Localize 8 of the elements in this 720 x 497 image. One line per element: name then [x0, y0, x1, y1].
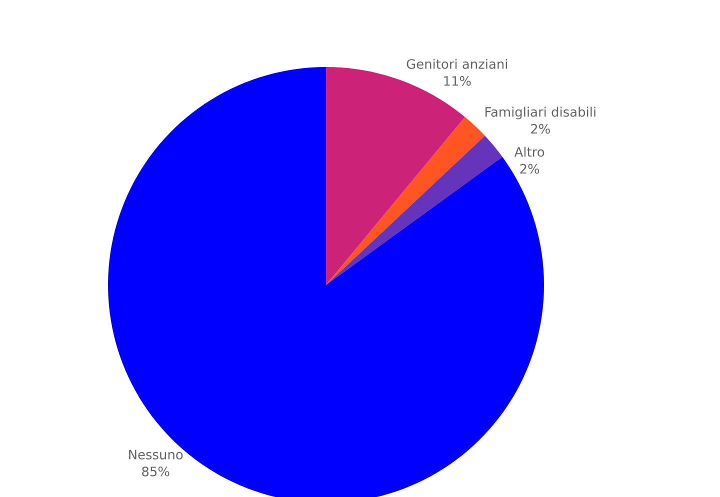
slice-label: Genitori anziani [406, 58, 508, 69]
slice-label: Nessuno [129, 450, 183, 460]
data-label: 11% [444, 76, 471, 86]
data-label: 2% [520, 164, 540, 174]
data-label: 85% [142, 466, 170, 476]
slice-label: Famigliari disabili [485, 106, 596, 120]
data-label: 2% [531, 124, 550, 134]
slice-label: Altro [514, 146, 544, 157]
